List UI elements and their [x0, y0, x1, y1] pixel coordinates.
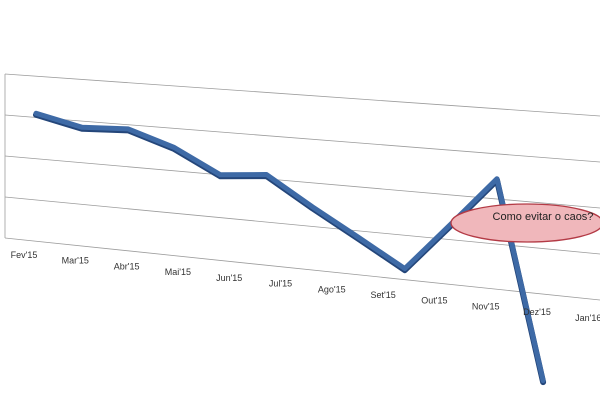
x-tick-label: Mar'15 — [62, 256, 89, 266]
x-tick-label: Set'15 — [370, 290, 395, 300]
x-tick-label: Nov'15 — [472, 301, 500, 311]
x-tick-label: Abr'15 — [114, 261, 140, 271]
gridlines — [5, 74, 600, 300]
x-tick-label: Jul'15 — [269, 279, 292, 289]
x-tick-label: Mai'15 — [165, 267, 191, 277]
annotation-layer: Como evitar o caos? — [451, 204, 600, 242]
x-tick-label: Ago'15 — [318, 284, 346, 294]
series-line — [36, 113, 543, 380]
x-tick-label: Dez'15 — [523, 307, 551, 317]
series-layer — [36, 113, 543, 382]
callout-text: Como evitar o caos? — [493, 211, 594, 223]
x-tick-label: Jan'16 — [575, 313, 600, 323]
gridline — [5, 74, 600, 116]
x-tick-label: Out'15 — [421, 296, 447, 306]
x-axis-labels: Fev'15 Mar'15 Abr'15 Mai'15 Jun'15 Jul'15 Ago'… — [11, 250, 600, 323]
x-tick-label: Jun'15 — [216, 273, 242, 283]
series-line-shadow — [36, 115, 543, 382]
callout-ellipse — [451, 204, 600, 242]
gridline — [5, 115, 600, 162]
x-tick-label: Fev'15 — [11, 250, 38, 260]
